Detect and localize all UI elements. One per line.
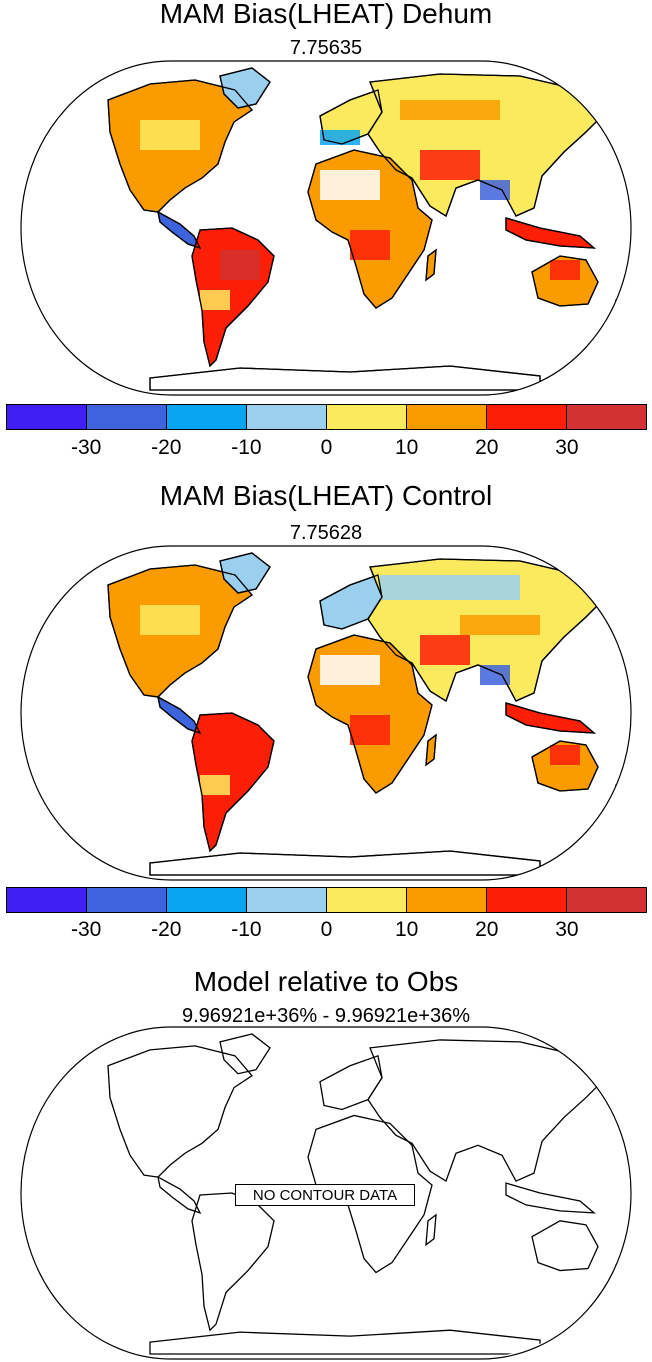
panel3-subtitle: 9.96921e+36% - 9.96921e+36% bbox=[181, 1005, 471, 1027]
panel3-title: Model relative to Obs bbox=[193, 966, 459, 997]
anomaly-cell bbox=[350, 230, 390, 260]
panel1-title: MAM Bias(LHEAT) Dehum bbox=[159, 0, 493, 29]
anomaly-cell bbox=[320, 170, 380, 200]
panel2-map bbox=[20, 545, 632, 881]
anomaly-cell bbox=[460, 615, 540, 635]
landmass-madagascar bbox=[425, 1213, 437, 1247]
colorbar-tick-label: 10 bbox=[394, 918, 419, 941]
anomaly-cell bbox=[350, 715, 390, 745]
anomaly-cell bbox=[210, 725, 260, 755]
panel2-title: MAM Bias(LHEAT) Control bbox=[159, 480, 493, 511]
anomaly-cell bbox=[320, 655, 380, 685]
colorbar-segment bbox=[327, 888, 407, 912]
colorbar-segment bbox=[327, 405, 407, 429]
colorbar-tick-label: 0 bbox=[320, 918, 333, 941]
panel1-map bbox=[20, 60, 632, 396]
colorbar-tick-label: -30 bbox=[70, 918, 102, 941]
coastline-seasia bbox=[505, 702, 596, 734]
anomaly-cell bbox=[140, 605, 200, 635]
panel1-colorbar-labels: -30 -20 -10 0 10 20 30 bbox=[6, 436, 647, 460]
anomaly-cell bbox=[200, 290, 230, 310]
map-border bbox=[20, 1026, 632, 1360]
coastline-australia bbox=[531, 740, 599, 792]
anomaly-cell bbox=[420, 635, 470, 665]
coastline-antarctica bbox=[149, 365, 541, 391]
coastline-camerica bbox=[157, 695, 202, 735]
colorbar-segment bbox=[7, 888, 87, 912]
map-border bbox=[20, 545, 632, 881]
panel2-colorbar-labels: -30 -20 -10 0 10 20 30 bbox=[6, 918, 647, 942]
coastline-samerica bbox=[191, 227, 275, 368]
panel1-colorbar bbox=[6, 404, 647, 430]
colorbar-tick-label: -20 bbox=[151, 918, 182, 941]
anomaly-cell bbox=[200, 775, 230, 795]
coastline-australia bbox=[531, 255, 599, 307]
coastline-namerica bbox=[107, 564, 253, 698]
coastline-africa bbox=[307, 634, 433, 794]
coastline-seasia bbox=[505, 217, 596, 249]
colorbar-segment bbox=[407, 405, 487, 429]
colorbar-segment bbox=[87, 888, 167, 912]
colorbar-segment bbox=[487, 405, 567, 429]
coastline-camerica bbox=[157, 210, 202, 250]
colorbar-tick-label: 30 bbox=[555, 918, 579, 941]
colorbar-tick-label: 30 bbox=[555, 436, 579, 459]
landmass-greenland bbox=[219, 1033, 271, 1075]
colorbar-tick-label: 10 bbox=[394, 436, 419, 459]
colorbar-segment bbox=[567, 405, 646, 429]
landmass-seasia bbox=[505, 1182, 596, 1214]
coastline-antarctica bbox=[149, 850, 541, 876]
coastline-namerica bbox=[107, 79, 253, 213]
colorbar-segment bbox=[7, 405, 87, 429]
landmass-namerica bbox=[107, 1045, 253, 1178]
colorbar-tick-label: -10 bbox=[231, 918, 262, 941]
map-border bbox=[20, 60, 632, 396]
anomaly-cell bbox=[380, 575, 520, 600]
no-contour-data-label: NO CONTOUR DATA bbox=[235, 1184, 415, 1206]
panel2-subtitle: 7.75628 bbox=[289, 522, 363, 544]
colorbar-segment bbox=[167, 888, 247, 912]
colorbar-segment bbox=[567, 888, 646, 912]
colorbar-segment bbox=[87, 405, 167, 429]
coastline-madagascar bbox=[425, 733, 437, 767]
anomaly-cell bbox=[550, 260, 580, 280]
landmass-australia bbox=[531, 1220, 599, 1272]
colorbar-segment bbox=[407, 888, 487, 912]
coastline-greenland bbox=[219, 67, 271, 109]
anomaly-cell bbox=[480, 180, 510, 200]
landmass-camerica bbox=[157, 1175, 202, 1214]
colorbar-tick-label: 0 bbox=[320, 436, 333, 459]
anomaly-cell bbox=[480, 665, 510, 685]
landmass-antarctica bbox=[149, 1329, 541, 1355]
colorbar-segment bbox=[247, 888, 327, 912]
coastline-africa bbox=[307, 149, 433, 309]
colorbar-segment bbox=[487, 888, 567, 912]
anomaly-cell bbox=[420, 150, 480, 180]
anomaly-cell bbox=[140, 120, 200, 150]
anomaly-cell bbox=[550, 745, 580, 765]
landmass-samerica bbox=[191, 1192, 275, 1332]
colorbar-segment bbox=[167, 405, 247, 429]
coastline-greenland bbox=[219, 552, 271, 594]
colorbar-tick-label: -20 bbox=[151, 436, 182, 459]
coastline-madagascar bbox=[425, 248, 437, 282]
colorbar-tick-label: 20 bbox=[475, 436, 499, 459]
colorbar-tick-label: -10 bbox=[231, 436, 262, 459]
colorbar-tick-label: 20 bbox=[475, 918, 499, 941]
anomaly-cell bbox=[220, 250, 260, 280]
anomaly-cell bbox=[320, 130, 360, 145]
coastline-samerica bbox=[191, 712, 275, 853]
anomaly-cell bbox=[400, 100, 500, 120]
colorbar-tick-label: -30 bbox=[70, 436, 102, 459]
panel2-colorbar bbox=[6, 887, 647, 913]
panel1-subtitle: 7.75635 bbox=[289, 37, 363, 59]
colorbar-segment bbox=[247, 405, 327, 429]
